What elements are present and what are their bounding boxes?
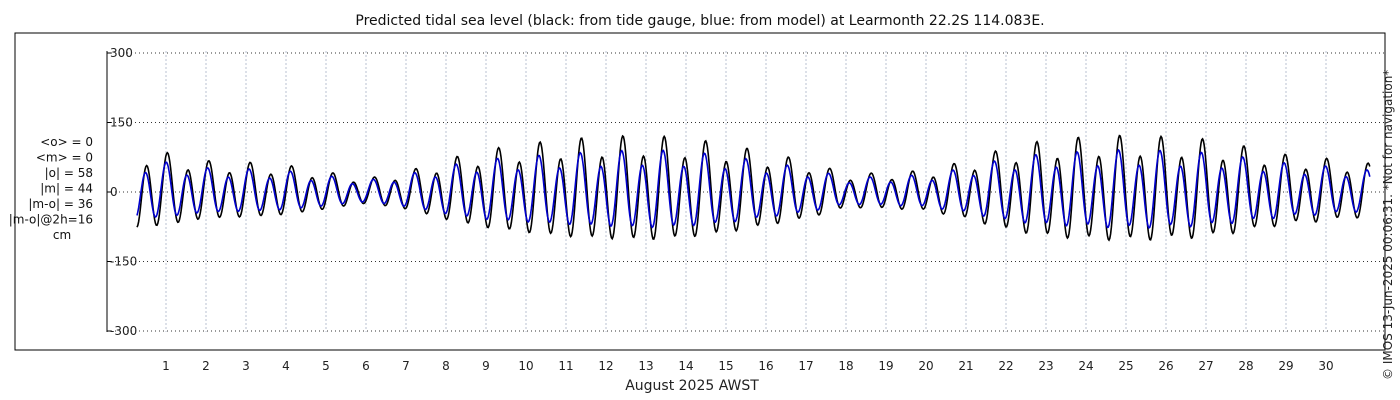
x-tick-label: 20 [918, 359, 933, 373]
x-tick-label: 16 [758, 359, 773, 373]
x-tick-label: 8 [442, 359, 450, 373]
x-tick-label: 1 [162, 359, 170, 373]
x-tick-label: 10 [518, 359, 533, 373]
stat-line: |m-o|@2h=16 [9, 213, 93, 227]
x-tick-label: 4 [282, 359, 290, 373]
stat-line: |m-o| = 36 [28, 197, 93, 211]
x-tick-label: 21 [958, 359, 973, 373]
credit-text: © IMOS 13-Jun-2025 00:06:31. *Not for na… [1381, 70, 1395, 380]
x-tick-label: 22 [998, 359, 1013, 373]
x-tick-label: 9 [482, 359, 490, 373]
series-group [136, 134, 1371, 242]
x-tick-label: 14 [678, 359, 693, 373]
series-line [136, 134, 1371, 242]
x-tick-label: 23 [1038, 359, 1053, 373]
x-tick-label: 2 [202, 359, 210, 373]
x-tick-labels: 1 2 3 4 5 6 7 8 9 10 11 12 13 14 15 16 17 18 19 20 21 22 23 24 2… [162, 359, 1333, 373]
x-tick-label: 29 [1278, 359, 1293, 373]
plot-frame [14, 32, 1386, 351]
y-tick-label: 0 [110, 185, 118, 199]
x-tick-label: 13 [638, 359, 653, 373]
x-tick-label: 25 [1118, 359, 1133, 373]
x-tick-label: 28 [1238, 359, 1253, 373]
stat-line: <o> = 0 [40, 135, 93, 149]
y-tick-label: 300 [110, 46, 133, 60]
x-tick-label: 19 [878, 359, 893, 373]
x-tick-label: 15 [718, 359, 733, 373]
x-tick-label: 3 [242, 359, 250, 373]
x-tick-label: 30 [1318, 359, 1333, 373]
y-tick-label: -300 [110, 324, 137, 338]
y-tick-label: 150 [110, 116, 133, 130]
x-tick-label: 18 [838, 359, 853, 373]
chart-title: Predicted tidal sea level (black: from t… [355, 13, 1044, 29]
grid [107, 51, 1385, 332]
stats-block: <o> = 0 <m> = 0|o| = 58 |m| = 44|m-o| = 36… [9, 135, 93, 242]
stat-line: |o| = 58 [45, 166, 93, 180]
y-tick-label: -150 [110, 255, 137, 269]
stat-line: |m| = 44 [40, 182, 93, 196]
x-tick-label: 6 [362, 359, 370, 373]
x-tick-label: 27 [1198, 359, 1213, 373]
x-tick-label: 26 [1158, 359, 1173, 373]
x-tick-label: 17 [798, 359, 813, 373]
x-tick-label: 11 [558, 359, 573, 373]
x-axis-label: August 2025 AWST [625, 378, 759, 394]
series-line [136, 148, 1371, 229]
y-tick-labels: 300 150 0 -150 -300 [110, 46, 137, 338]
x-tick-label: 5 [322, 359, 330, 373]
x-tick-label: 7 [402, 359, 410, 373]
stat-line: cm [53, 228, 71, 242]
x-tick-label: 12 [598, 359, 613, 373]
stat-line: <m> = 0 [36, 151, 93, 165]
x-tick-label: 24 [1078, 359, 1093, 373]
